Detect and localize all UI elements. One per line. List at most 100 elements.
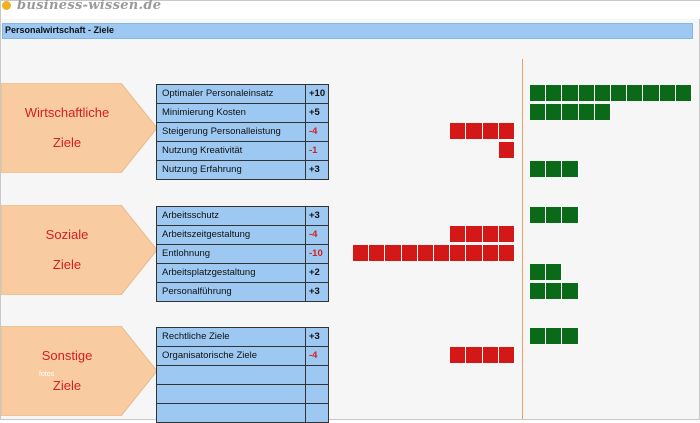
table-row	[157, 366, 328, 385]
bar-unit	[562, 85, 579, 101]
bar-unit	[578, 85, 595, 101]
chart-bar	[530, 104, 611, 120]
logo-text: business-wissen.de	[17, 0, 162, 13]
chart-bar	[450, 226, 515, 242]
chart-bar	[530, 328, 579, 344]
chart-bar	[530, 264, 563, 280]
bar-unit	[627, 85, 644, 101]
section-label: Wirtschaftliche	[24, 105, 110, 120]
page-title: Personalwirtschaft - Ziele	[5, 25, 115, 35]
bar-unit	[434, 245, 451, 261]
goal-label: Nutzung Erfahrung	[162, 164, 242, 175]
goal-value: -4	[309, 126, 318, 137]
goal-value-cell	[305, 404, 329, 422]
goal-value-cell: -1	[305, 142, 329, 160]
goal-label: Optimaler Personaleinsatz	[162, 88, 274, 99]
section-label: Sonstige	[41, 348, 93, 363]
logo: business-wissen.de	[1, 0, 700, 19]
goal-value: -1	[309, 145, 318, 156]
chart-bar	[498, 142, 515, 158]
bar-unit	[530, 85, 547, 101]
chart-bar	[450, 123, 515, 139]
table-row: Entlohnung -10	[157, 245, 328, 264]
chart-bar	[450, 347, 515, 363]
bar-unit	[530, 104, 547, 120]
bar-unit	[562, 328, 579, 344]
goal-value-cell: +3	[305, 328, 329, 346]
bar-unit	[401, 245, 418, 261]
goal-value-cell: -4	[305, 347, 329, 365]
bar-unit	[482, 347, 499, 363]
goal-value-cell: +5	[305, 104, 329, 122]
goal-value-cell: -4	[305, 226, 329, 244]
goal-label: Arbeitsplatzgestaltung	[162, 267, 256, 278]
goal-value: +3	[309, 210, 320, 221]
goal-label: Arbeitsschutz	[162, 210, 220, 221]
bar-unit	[530, 328, 547, 344]
bar-unit	[353, 245, 370, 261]
goal-value-cell: +2	[305, 264, 329, 282]
goal-value: +2	[309, 267, 320, 278]
goal-value-cell: -10	[305, 245, 329, 263]
bar-unit	[546, 85, 563, 101]
bar-unit	[594, 85, 611, 101]
bar-unit	[611, 85, 628, 101]
table-row: Personalführung +3	[157, 283, 328, 301]
bar-unit	[546, 161, 563, 177]
table-row: Optimaler Personaleinsatz +10	[157, 85, 328, 104]
goal-label: Steigerung Personalleistung	[162, 126, 281, 137]
section-sublabel: Ziele	[52, 378, 82, 393]
logo-dot-icon	[2, 1, 11, 10]
bar-unit	[466, 123, 483, 139]
table-row: Nutzung Erfahrung +3	[157, 161, 328, 179]
bar-unit	[562, 283, 579, 299]
chart-bar	[530, 85, 692, 101]
goal-value: +3	[309, 164, 320, 175]
goal-value: +3	[309, 286, 320, 297]
goal-label: Entlohnung	[162, 248, 211, 259]
bar-unit	[594, 104, 611, 120]
goals-table: Arbeitsschutz +3 Arbeitszeitgestaltung -4 En…	[156, 206, 329, 302]
table-row: Nutzung Kreativität -1	[157, 142, 328, 161]
bar-unit	[498, 347, 515, 363]
bar-unit	[659, 85, 676, 101]
bar-unit	[546, 104, 563, 120]
bar-unit	[530, 161, 547, 177]
table-row: Minimierung Kosten +5	[157, 104, 328, 123]
goal-value-cell	[305, 385, 329, 403]
bar-unit	[482, 226, 499, 242]
bar-unit	[546, 328, 563, 344]
bar-unit	[466, 347, 483, 363]
bar-unit	[546, 207, 563, 223]
zero-axis-line	[522, 59, 523, 419]
bar-unit	[562, 207, 579, 223]
bar-unit	[643, 85, 660, 101]
stamp-text: fotos	[39, 371, 55, 378]
bar-unit	[562, 104, 579, 120]
bar-unit	[498, 245, 515, 261]
bar-unit	[675, 85, 692, 101]
table-row: Steigerung Personalleistung -4	[157, 123, 328, 142]
goal-value-cell: +3	[305, 161, 329, 179]
bar-unit	[450, 123, 467, 139]
goal-label: Personalführung	[162, 286, 232, 297]
goal-label: Nutzung Kreativität	[162, 145, 243, 156]
bar-unit	[530, 264, 547, 280]
table-row: Arbeitsschutz +3	[157, 207, 328, 226]
goal-value: +5	[309, 107, 320, 118]
goal-value-cell: +3	[305, 283, 329, 301]
bar-unit	[482, 245, 499, 261]
goal-label: Arbeitszeitgestaltung	[162, 229, 251, 240]
chart-bar	[530, 207, 579, 223]
section-arrow: Wirtschaftliche Ziele	[1, 83, 159, 173]
bar-unit	[466, 226, 483, 242]
goals-table: Optimaler Personaleinsatz +10 Minimierung …	[156, 84, 329, 180]
goal-label: Rechtliche Ziele	[162, 331, 230, 342]
bar-unit	[562, 161, 579, 177]
bar-unit	[466, 245, 483, 261]
goals-table: Rechtliche Ziele +3 Organisatorische Ziele…	[156, 327, 329, 423]
bar-unit	[369, 245, 386, 261]
chart-bar	[530, 161, 579, 177]
bar-unit	[578, 104, 595, 120]
